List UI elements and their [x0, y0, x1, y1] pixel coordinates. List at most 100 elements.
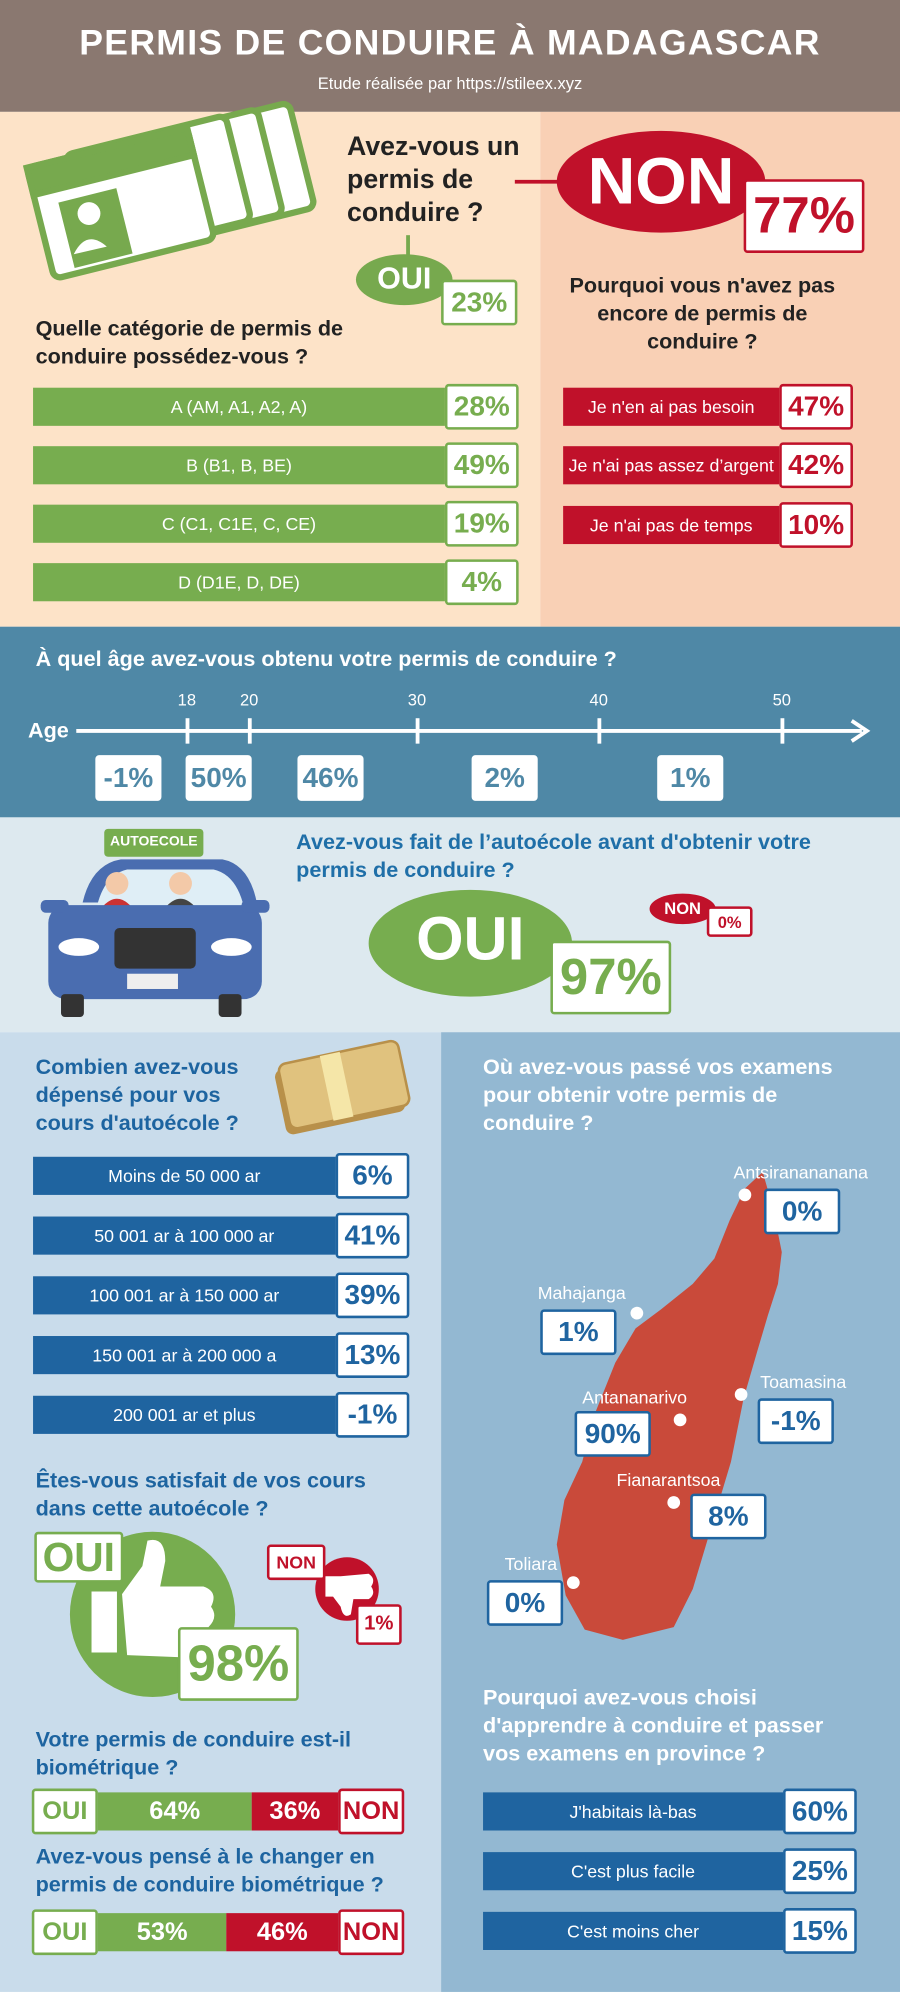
- tick-label: 30: [407, 690, 427, 710]
- tick-label: 18: [177, 690, 197, 710]
- bar-label: Je n'en ai pas besoin: [563, 387, 780, 426]
- oui-box: OUI: [31, 1909, 98, 1956]
- tick-label: 50: [772, 690, 791, 710]
- value-box: 2%: [471, 755, 538, 801]
- non-label: NON: [664, 898, 701, 918]
- value-box: -1%: [757, 1398, 834, 1445]
- car: [40, 828, 270, 1017]
- value-box: 4%: [444, 559, 519, 606]
- question: Avez-vous un permis de conduire ?: [347, 132, 520, 228]
- bar-label: J'habitais là-bas: [483, 1792, 784, 1831]
- city-dot: [734, 1388, 748, 1401]
- question: Avez-vous pensé à le changer en permis d…: [35, 1844, 384, 1897]
- value-box: 97%: [550, 940, 672, 1015]
- axis-label: Age: [27, 718, 69, 743]
- bar-value: 53%: [97, 1913, 227, 1952]
- oui-label: OUI: [416, 906, 525, 974]
- bar-label: Je n'ai pas assez d’argent: [563, 446, 780, 485]
- value-box: 39%: [335, 1272, 410, 1319]
- bar-label: A (AM, A1, A2, A): [33, 387, 445, 426]
- bar-value: 36%: [251, 1792, 339, 1831]
- value-box: 50%: [185, 755, 252, 801]
- value-box: 46%: [297, 755, 364, 801]
- license-cards: [22, 100, 317, 281]
- value-box: 10%: [779, 502, 853, 548]
- bar-label: 150 001 ar à 200 000 a: [33, 1336, 336, 1375]
- tick-label: 20: [239, 690, 259, 710]
- value-box: 90%: [574, 1411, 651, 1457]
- subtitle: Etude réalisée par https://stileex.xyz: [317, 73, 583, 93]
- badge: AUTOECOLE: [110, 833, 198, 850]
- value-box: 23%: [441, 279, 518, 326]
- tick-mark: [779, 718, 784, 744]
- tick-mark: [596, 718, 601, 744]
- value-box: 28%: [444, 383, 519, 430]
- city-dot: [630, 1306, 644, 1320]
- city-name: Toliara: [504, 1553, 558, 1574]
- title: PERMIS DE CONDUIRE À MADAGASCAR: [79, 22, 821, 63]
- value-box: 1%: [540, 1309, 617, 1356]
- tick-mark: [184, 718, 189, 744]
- value-box: 25%: [783, 1848, 857, 1895]
- value-box: 49%: [444, 442, 519, 489]
- bar-label: C (C1, C1E, C, CE): [33, 504, 445, 543]
- city-name: Antsiranananana: [733, 1161, 869, 1183]
- age-axis: [76, 719, 871, 743]
- oui-label: OUI: [377, 261, 432, 297]
- non-box: NON: [338, 1909, 405, 1956]
- city-dot: [667, 1496, 681, 1509]
- value-box: 0%: [763, 1188, 841, 1235]
- value-box: 0%: [486, 1580, 564, 1626]
- bar-label: Moins de 50 000 ar: [33, 1156, 336, 1195]
- value-box: 0%: [706, 906, 753, 937]
- value-box: 41%: [335, 1212, 410, 1259]
- city-dot: [566, 1576, 580, 1589]
- city-name: Mahajanga: [537, 1282, 626, 1303]
- question: Pourquoi avez-vous choisi d'apprendre à …: [483, 1685, 824, 1766]
- tick-mark: [247, 718, 252, 744]
- oui-bubble: [355, 254, 453, 306]
- bar-label: 50 001 ar à 100 000 ar: [33, 1216, 336, 1255]
- value-box: 1%: [355, 1604, 402, 1645]
- value-box: 60%: [783, 1788, 857, 1835]
- value-box: 19%: [444, 500, 519, 547]
- question: Votre permis de conduire est-il biométri…: [35, 1727, 352, 1780]
- bar-label: 200 001 ar et plus: [33, 1395, 336, 1434]
- tick-label: 40: [589, 690, 608, 710]
- question: Avez-vous fait de l’autoécole avant d'ob…: [296, 830, 811, 883]
- value-box: 77%: [743, 179, 865, 253]
- non-box: NON: [338, 1788, 405, 1835]
- question: Pourquoi vous n'avez pas encore de permi…: [569, 273, 836, 354]
- question: Êtes-vous satisfait de vos cours dans ce…: [35, 1468, 366, 1521]
- value-box: 15%: [783, 1908, 857, 1954]
- value-box: 47%: [779, 383, 853, 430]
- bar-label: D (D1E, D, DE): [33, 563, 445, 602]
- oui-bubble: [368, 889, 573, 997]
- madagascar-map: [556, 1172, 782, 1640]
- city-dot: [673, 1413, 687, 1427]
- city-name: Fianarantsoa: [616, 1469, 721, 1490]
- value-box: 13%: [335, 1332, 410, 1378]
- bar-label: Je n'ai pas de temps: [563, 505, 780, 545]
- header-band: [0, 0, 900, 112]
- question: À quel âge avez-vous obtenu votre permis…: [35, 647, 617, 672]
- city-name: Antananarivo: [582, 1386, 688, 1408]
- oui-box: OUI: [31, 1788, 98, 1835]
- split-bar: 64% 36%: [97, 1792, 339, 1831]
- question: Où avez-vous passé vos examens pour obte…: [483, 1055, 833, 1136]
- non-bubble: [649, 893, 716, 925]
- non-bubble: [556, 130, 766, 233]
- value-box: -1%: [95, 755, 162, 801]
- bar-label: B (B1, B, BE): [33, 446, 445, 485]
- tick-mark: [415, 718, 419, 744]
- value-box: 98%: [177, 1627, 299, 1701]
- value-box: 6%: [335, 1152, 410, 1199]
- bar-label: C'est plus facile: [483, 1852, 784, 1891]
- value-box: -1%: [335, 1391, 410, 1438]
- city-dot: [738, 1188, 752, 1202]
- non-box: NON: [266, 1544, 326, 1581]
- value-box: 8%: [690, 1493, 767, 1540]
